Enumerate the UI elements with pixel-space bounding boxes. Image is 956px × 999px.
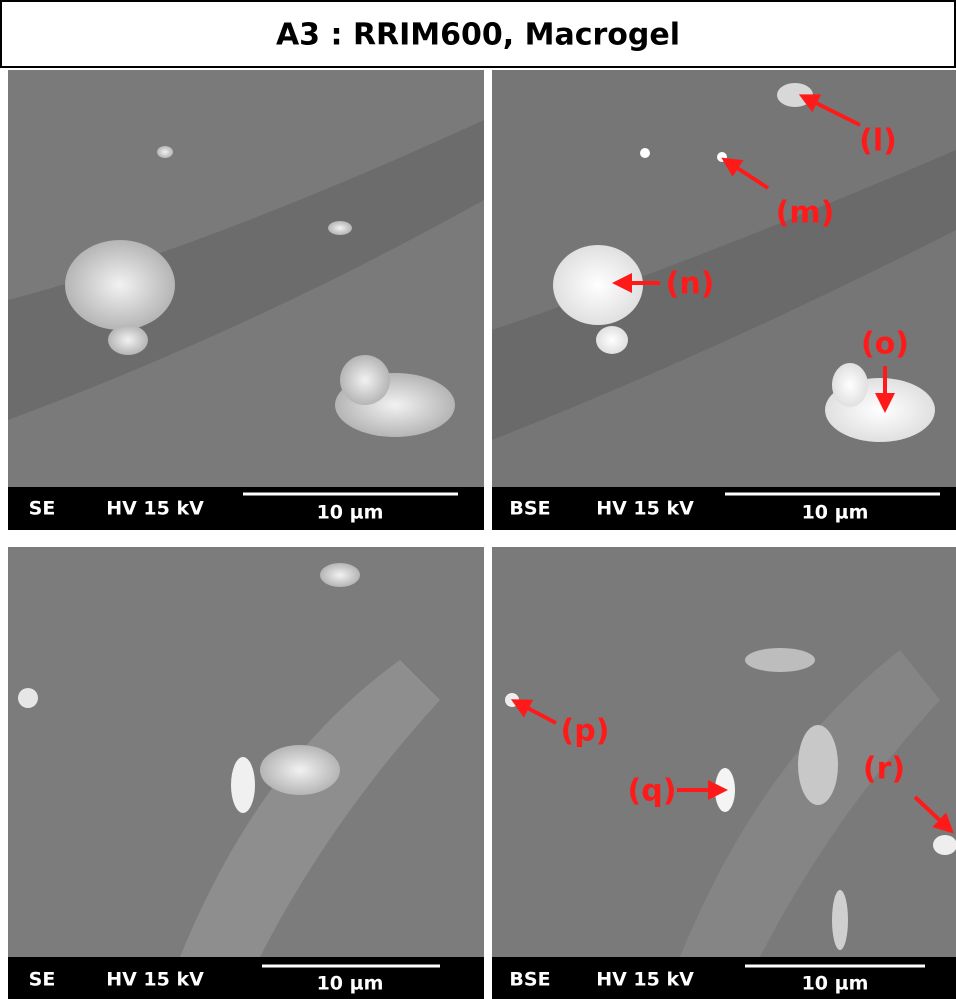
voltage: HV 15 kV bbox=[596, 498, 694, 520]
scale: 10 µm bbox=[317, 502, 384, 524]
info-bar: SE HV 15 kV 10 µm bbox=[8, 957, 484, 999]
voltage: HV 15 kV bbox=[106, 969, 204, 991]
scale: 10 µm bbox=[317, 973, 384, 995]
title: A3 : RRIM600, Macrogel bbox=[276, 18, 680, 53]
sem-image bbox=[8, 547, 484, 957]
info-bar: BSE HV 15 kV 10 µm bbox=[492, 487, 956, 530]
info-bar: BSE HV 15 kV 10 µm bbox=[492, 957, 956, 999]
voltage: HV 15 kV bbox=[106, 498, 204, 520]
annotation: (r) bbox=[863, 752, 905, 787]
sem-image bbox=[8, 70, 484, 487]
scale: 10 µm bbox=[802, 973, 869, 995]
scale: 10 µm bbox=[802, 502, 869, 524]
annotation: (p) bbox=[561, 714, 610, 749]
voltage: HV 15 kV bbox=[596, 969, 694, 991]
detector: SE bbox=[29, 498, 56, 520]
figure: A3 : RRIM600, Macrogel bbox=[0, 0, 956, 999]
annotation: (q) bbox=[628, 774, 677, 809]
annotation: (m) bbox=[776, 196, 835, 231]
info-bar: SE HV 15 kV 10 µm bbox=[8, 487, 484, 530]
detector: BSE bbox=[509, 498, 550, 520]
annotation: (n) bbox=[666, 267, 715, 302]
detector: BSE bbox=[509, 969, 550, 991]
detector: SE bbox=[29, 969, 56, 991]
annotation: (l) bbox=[859, 124, 897, 159]
annotation: (o) bbox=[861, 327, 909, 362]
